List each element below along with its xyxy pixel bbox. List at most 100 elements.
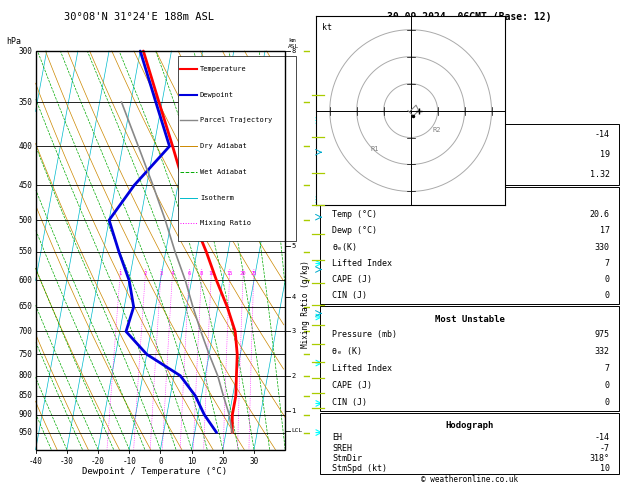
Text: 8: 8 [291,48,296,54]
Text: 300: 300 [19,47,33,55]
Text: 0: 0 [605,291,610,300]
Text: 30.09.2024  06GMT (Base: 12): 30.09.2024 06GMT (Base: 12) [387,12,552,22]
Text: 7: 7 [605,364,610,373]
Text: 10: 10 [600,464,610,473]
Text: 2: 2 [143,271,147,276]
Text: 30°08'N 31°24'E 188m ASL: 30°08'N 31°24'E 188m ASL [65,12,214,22]
Text: Most Unstable: Most Unstable [435,315,504,324]
Text: Dewp (°C): Dewp (°C) [332,226,377,235]
Text: 6: 6 [291,200,296,206]
Text: 600: 600 [19,276,33,285]
Text: Pressure (mb): Pressure (mb) [332,330,398,339]
Text: Temperature: Temperature [200,66,247,72]
Text: 0: 0 [605,381,610,390]
Text: 8: 8 [200,271,203,276]
Text: 3: 3 [291,329,296,334]
Text: 800: 800 [19,371,33,380]
Text: 10: 10 [208,271,214,276]
Text: -7: -7 [600,444,610,452]
Text: 20.6: 20.6 [590,210,610,219]
Text: 6: 6 [187,271,191,276]
Text: 17: 17 [600,226,610,235]
Text: 450: 450 [19,181,33,190]
Text: 25: 25 [250,271,257,276]
Text: 5: 5 [291,243,296,249]
Text: -30: -30 [60,457,74,466]
Text: Mixing Ratio (g/kg): Mixing Ratio (g/kg) [335,210,341,291]
Text: -20: -20 [91,457,105,466]
Text: 350: 350 [19,98,33,106]
Text: 3: 3 [159,271,162,276]
Text: CAPE (J): CAPE (J) [332,275,372,284]
Text: 700: 700 [19,327,33,336]
Bar [320,306,620,411]
Text: -10: -10 [122,457,136,466]
Text: Surface: Surface [451,196,488,205]
Text: 750: 750 [19,350,33,359]
Text: 900: 900 [19,410,33,419]
Bar [36,51,285,450]
Text: Lifted Index: Lifted Index [332,364,392,373]
Text: kt: kt [321,23,331,32]
Text: 20: 20 [218,457,228,466]
Text: 1: 1 [118,271,121,276]
Text: 318°: 318° [590,454,610,463]
Text: R1: R1 [370,146,379,152]
Text: 975: 975 [595,330,610,339]
Text: Lifted Index: Lifted Index [332,259,392,268]
Text: 0: 0 [158,457,163,466]
Text: 15: 15 [226,271,233,276]
Text: 30: 30 [249,457,259,466]
Bar [320,124,620,185]
Text: 330: 330 [595,243,610,252]
Text: 20: 20 [240,271,247,276]
Text: R2: R2 [432,127,441,133]
Text: CIN (J): CIN (J) [332,291,367,300]
Text: Hodograph: Hodograph [445,421,494,430]
Text: 0: 0 [605,275,610,284]
Text: 332: 332 [595,347,610,356]
Text: Dewpoint: Dewpoint [200,91,234,98]
Text: 400: 400 [19,142,33,151]
Text: 650: 650 [19,302,33,312]
Text: Totals Totals: Totals Totals [332,150,398,159]
Text: 4: 4 [170,271,174,276]
Text: LCL: LCL [291,428,303,434]
Text: Parcel Trajectory: Parcel Trajectory [200,117,272,123]
Text: -14: -14 [595,433,610,442]
Bar [320,187,620,304]
Text: Wet Adiabat: Wet Adiabat [200,169,247,175]
Text: 1: 1 [291,408,296,414]
Text: StmSpd (kt): StmSpd (kt) [332,464,387,473]
Text: θₑ(K): θₑ(K) [332,243,357,252]
Text: 2: 2 [291,373,296,379]
Text: 4: 4 [291,294,296,299]
Text: 0: 0 [605,398,610,407]
Text: 10: 10 [187,457,196,466]
Bar [36,51,285,450]
Text: SREH: SREH [332,444,352,452]
Text: θₑ (K): θₑ (K) [332,347,362,356]
Text: 500: 500 [19,216,33,225]
Bar [320,413,620,474]
Text: PW (cm): PW (cm) [332,170,367,179]
Text: 850: 850 [19,391,33,400]
Text: Mixing Ratio: Mixing Ratio [200,220,251,226]
Text: K: K [332,130,337,139]
Text: CAPE (J): CAPE (J) [332,381,372,390]
Text: 1.32: 1.32 [590,170,610,179]
Text: km
ASL: km ASL [288,38,299,49]
Text: CIN (J): CIN (J) [332,398,367,407]
Text: Dry Adiabat: Dry Adiabat [200,143,247,149]
Text: Temp (°C): Temp (°C) [332,210,377,219]
Text: 950: 950 [19,428,33,437]
Text: -40: -40 [29,457,43,466]
Text: © weatheronline.co.uk: © weatheronline.co.uk [421,474,518,484]
Text: 7: 7 [291,152,296,157]
Text: StmDir: StmDir [332,454,362,463]
Text: -14: -14 [595,130,610,139]
Text: EH: EH [332,433,342,442]
Text: 550: 550 [19,247,33,256]
Text: 19: 19 [600,150,610,159]
Text: Isotherm: Isotherm [200,194,234,201]
